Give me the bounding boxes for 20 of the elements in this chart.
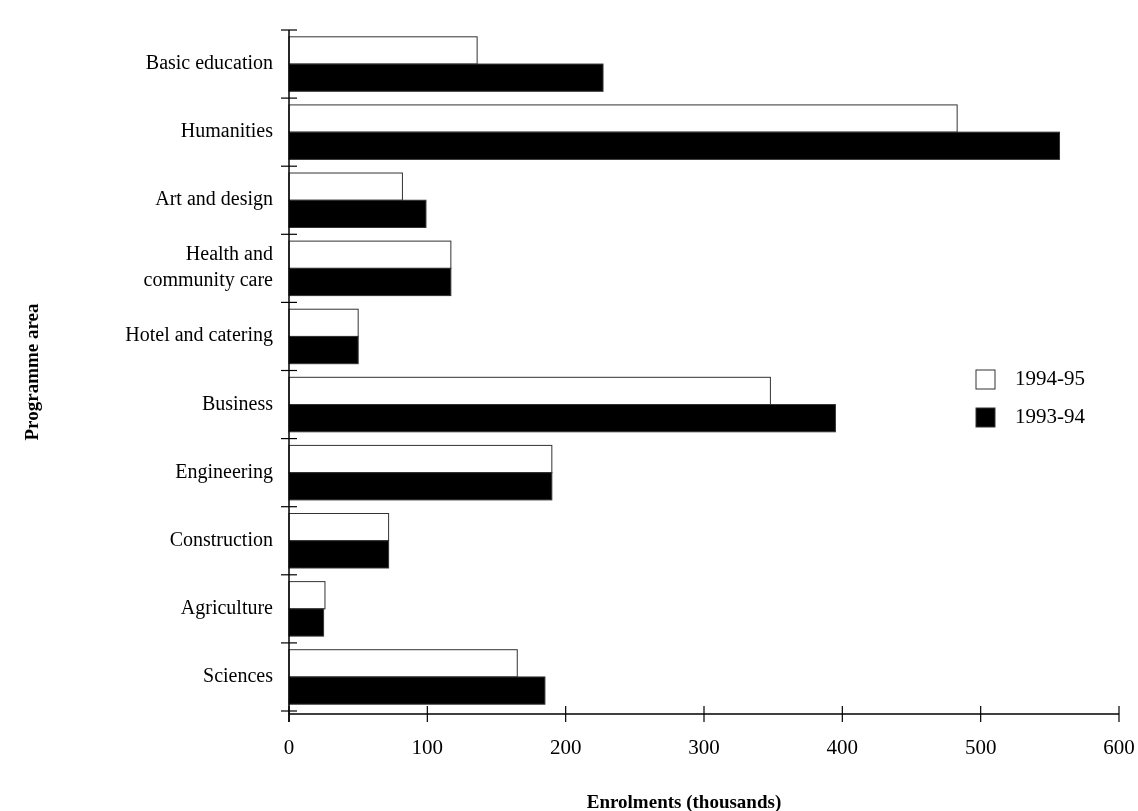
y-tick-label: Business [201, 391, 274, 414]
x-tick-label: 200 [549, 735, 582, 759]
y-tick-label: Sciences [203, 663, 274, 686]
legend-label: 1994-95 [1015, 365, 1085, 390]
y-tick-label: Engineering [175, 459, 273, 483]
y-axis-title: Programme area [21, 303, 42, 441]
x-tick-label: 600 [1103, 735, 1135, 759]
x-tick-label: 300 [688, 735, 720, 759]
y-tick-label: Art and design [155, 186, 273, 210]
y-tick-label: Health and community care [143, 241, 274, 291]
x-tick-label: 100 [411, 735, 444, 759]
y-tick-label: Basic education [145, 50, 273, 73]
y-tick-label: Agriculture [180, 595, 274, 619]
x-tick-label: 400 [826, 735, 859, 759]
y-tick-label: Construction [169, 527, 273, 550]
y-tick-label: Hotel and catering [125, 323, 273, 347]
legend-label: 1993-94 [1015, 403, 1086, 428]
x-tick-label: 0 [283, 735, 295, 759]
y-tick-label: Humanities [180, 118, 274, 141]
x-tick-label: 500 [964, 735, 997, 759]
